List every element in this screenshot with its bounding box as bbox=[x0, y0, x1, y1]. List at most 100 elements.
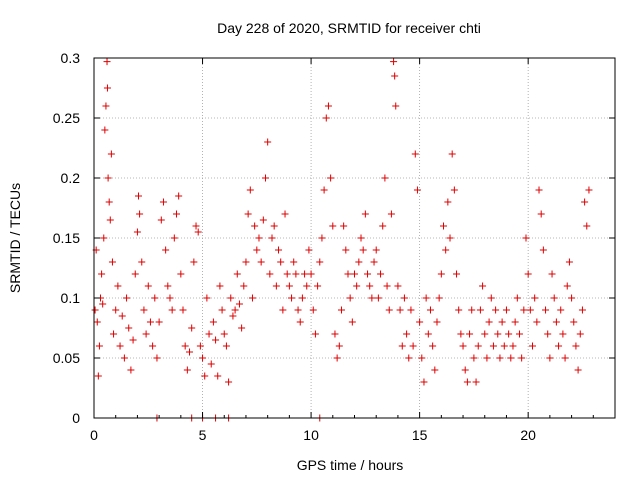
data-point bbox=[335, 342, 343, 350]
data-point bbox=[99, 300, 107, 308]
data-point bbox=[453, 270, 461, 278]
data-point bbox=[266, 270, 274, 278]
data-point bbox=[116, 342, 124, 350]
data-point bbox=[372, 246, 380, 254]
data-point bbox=[181, 342, 189, 350]
data-point bbox=[248, 294, 256, 302]
data-point bbox=[105, 198, 113, 206]
y-tick-label: 0.1 bbox=[61, 290, 81, 306]
data-point bbox=[344, 270, 352, 278]
data-point bbox=[374, 294, 382, 302]
data-point bbox=[298, 294, 306, 302]
data-point bbox=[190, 258, 198, 266]
data-point bbox=[585, 186, 593, 194]
data-point bbox=[140, 306, 148, 314]
data-point bbox=[353, 282, 361, 290]
data-point bbox=[390, 58, 398, 66]
data-point bbox=[142, 330, 150, 338]
data-point bbox=[251, 222, 259, 230]
data-point bbox=[424, 330, 432, 338]
data-point bbox=[238, 324, 246, 332]
data-point bbox=[492, 306, 500, 314]
data-point bbox=[407, 306, 415, 314]
data-point bbox=[309, 306, 317, 314]
data-point bbox=[446, 234, 454, 242]
data-point bbox=[327, 174, 335, 182]
data-point bbox=[466, 330, 474, 338]
data-point bbox=[383, 282, 391, 290]
data-point bbox=[461, 366, 469, 374]
data-point bbox=[257, 258, 265, 266]
data-point bbox=[413, 186, 421, 194]
data-point bbox=[472, 378, 480, 386]
data-point bbox=[522, 234, 530, 242]
data-point bbox=[305, 246, 313, 254]
data-point bbox=[479, 282, 487, 290]
data-point bbox=[216, 282, 224, 290]
data-point bbox=[377, 270, 385, 278]
data-point bbox=[322, 114, 330, 122]
data-point bbox=[91, 306, 99, 314]
data-point bbox=[409, 342, 417, 350]
data-point bbox=[548, 270, 556, 278]
data-point bbox=[294, 306, 302, 314]
data-point bbox=[357, 234, 365, 242]
data-point bbox=[285, 282, 293, 290]
data-point bbox=[320, 186, 328, 194]
data-point bbox=[153, 354, 161, 362]
data-point bbox=[166, 294, 174, 302]
data-point bbox=[103, 58, 111, 66]
data-point bbox=[131, 270, 139, 278]
data-point bbox=[264, 138, 272, 146]
data-point bbox=[396, 306, 404, 314]
data-point bbox=[170, 234, 178, 242]
data-point bbox=[505, 330, 513, 338]
data-point bbox=[531, 294, 539, 302]
data-point bbox=[416, 318, 424, 326]
data-point bbox=[253, 246, 261, 254]
data-point bbox=[370, 258, 378, 266]
data-point bbox=[93, 318, 101, 326]
data-point bbox=[561, 354, 569, 362]
data-point bbox=[346, 294, 354, 302]
data-point bbox=[275, 246, 283, 254]
data-point bbox=[489, 342, 497, 350]
data-point bbox=[361, 210, 369, 218]
data-point bbox=[444, 198, 452, 206]
data-point bbox=[539, 246, 547, 254]
y-axis-label: SRMTID / TECUs bbox=[7, 183, 23, 293]
data-point bbox=[379, 222, 387, 230]
data-point bbox=[568, 294, 576, 302]
data-point bbox=[440, 222, 448, 230]
data-point bbox=[576, 330, 584, 338]
data-point bbox=[537, 210, 545, 218]
data-point bbox=[290, 258, 298, 266]
data-point bbox=[279, 306, 287, 314]
data-point bbox=[95, 342, 103, 350]
data-point bbox=[552, 318, 560, 326]
data-point bbox=[205, 330, 213, 338]
data-point bbox=[244, 210, 252, 218]
data-point bbox=[311, 330, 319, 338]
data-point bbox=[255, 234, 263, 242]
data-point bbox=[127, 366, 135, 374]
data-point bbox=[229, 312, 237, 320]
data-point bbox=[542, 306, 550, 314]
data-point bbox=[329, 222, 337, 230]
data-point bbox=[212, 336, 220, 344]
data-point bbox=[183, 366, 191, 374]
data-point bbox=[333, 354, 341, 362]
data-point bbox=[513, 294, 521, 302]
data-point bbox=[270, 222, 278, 230]
chart-title: Day 228 of 2020, SRMTID for receiver cht… bbox=[217, 20, 481, 36]
data-point bbox=[474, 342, 482, 350]
data-point bbox=[342, 246, 350, 254]
x-tick-label: 0 bbox=[90, 427, 98, 443]
data-point bbox=[502, 306, 510, 314]
data-point bbox=[107, 150, 115, 158]
data-point bbox=[385, 306, 393, 314]
data-point bbox=[94, 372, 102, 380]
data-point bbox=[351, 270, 358, 278]
data-point bbox=[283, 270, 291, 278]
